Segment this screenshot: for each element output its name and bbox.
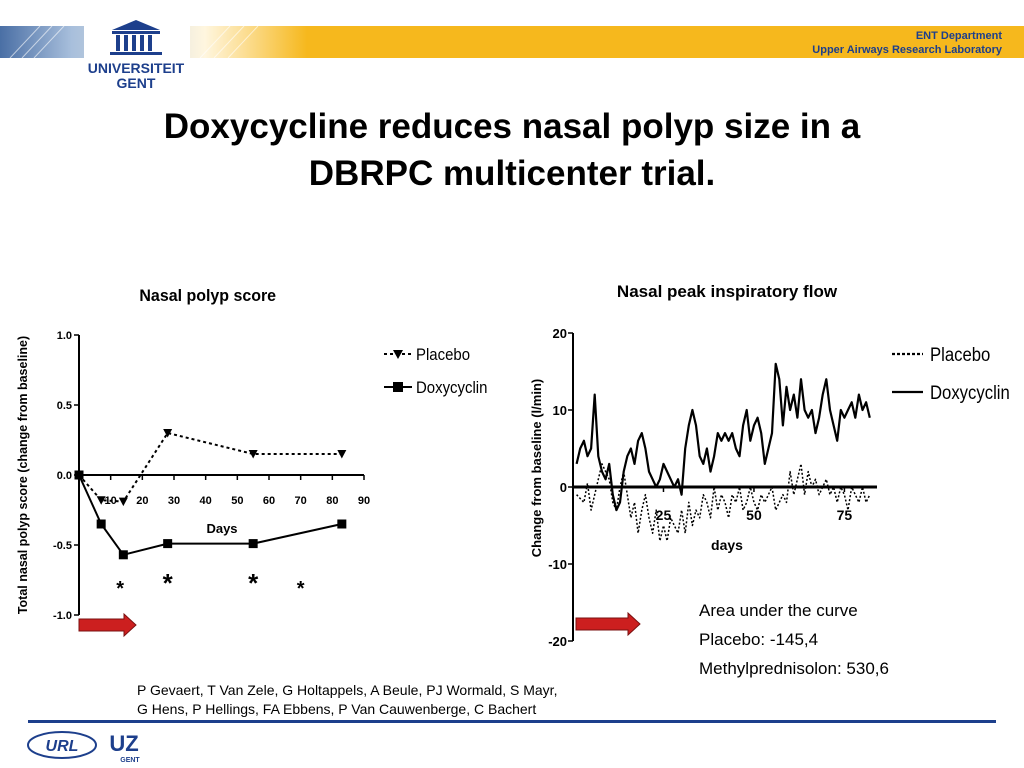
chart1-x-tick-label: 80: [326, 495, 338, 507]
chart1-legend-marker: [393, 350, 403, 359]
chart1-point-placebo: [96, 496, 106, 505]
chart1-x-tick-label: 30: [168, 495, 180, 507]
chart1-point-placebo: [248, 450, 258, 459]
chart2-y-tick-label: 10: [553, 403, 567, 418]
chart2-legend-label: Doxycyclin: [930, 382, 1010, 403]
chart2-x-tick-label: 50: [746, 507, 762, 523]
chart1-point-doxycyclin: [337, 519, 347, 529]
chart1-point-doxycyclin: [118, 550, 128, 560]
department-block: ENT Department Upper Airways Research La…: [812, 29, 1002, 57]
auc-placebo: Placebo: -145,4: [699, 630, 819, 649]
chart2-y-tick-label: -20: [548, 634, 567, 649]
auc-summary: Area under the curve Placebo: -145,4 Met…: [699, 596, 889, 683]
slide-title-line2: DBRPC multicenter trial.: [308, 154, 716, 193]
chart1-x-tick-label: 20: [136, 495, 148, 507]
chart1-x-tick-label: 70: [295, 495, 307, 507]
department-name: ENT Department: [915, 30, 1002, 42]
slide-title-line1: Doxycycline reduces nasal polyp size in …: [163, 107, 861, 146]
chart-nasal-polyp-score: Nasal polyp score Total nasal polyp scor…: [16, 287, 487, 638]
chart2-y-tick-label: -10: [548, 557, 567, 572]
chart1-x-tick-label: 40: [200, 495, 212, 507]
footer-logo-uz-sub: GENT: [120, 757, 140, 764]
chart1-series-line-placebo: [78, 431, 342, 503]
chart1-y-tick-label: -1.0: [53, 610, 72, 622]
footer-logo-url: URL: [46, 738, 79, 755]
auc-heading: Area under the curve: [699, 601, 858, 620]
authors-line1: P Gevaert, T Van Zele, G Holtappels, A B…: [137, 682, 558, 698]
chart1-significance-marker: *: [116, 578, 124, 600]
chart1-significance-marker: *: [248, 568, 259, 598]
chart1-point-doxycyclin: [163, 539, 173, 549]
chart2-xlabel: days: [711, 537, 743, 553]
chart1-series-line-doxycyclin: [78, 474, 343, 556]
building-icon: UNIVERSITEIT GENT: [88, 20, 185, 91]
footer-logo-uz: UZ: [109, 731, 138, 756]
chart1-point-placebo: [118, 497, 128, 507]
chart1-ylabel: Total nasal polyp score (change from bas…: [16, 336, 30, 614]
footer-divider: [28, 720, 996, 723]
chart2-y-tick-label: 0: [560, 480, 567, 495]
chart2-treatment-arrow: [575, 611, 641, 637]
chart1-xlabel: Days: [206, 521, 237, 536]
chart1-x-tick-label: 90: [358, 495, 370, 507]
chart1-y-tick-label: 0.0: [57, 470, 72, 482]
chart1-legend-marker: [393, 382, 403, 392]
slide-title: Doxycycline reduces nasal polyp size in …: [60, 103, 964, 197]
chart1-title: Nasal polyp score: [139, 287, 276, 306]
university-logo: UNIVERSITEIT GENT: [86, 18, 186, 94]
chart1-y-tick-label: -0.5: [53, 540, 72, 552]
chart1-legend-label: Doxycyclin: [416, 379, 487, 397]
chart2-x-tick-label: 25: [656, 507, 672, 523]
chart1-significance-marker: *: [163, 568, 174, 598]
footer-logos: URL UZ GENT: [27, 731, 140, 764]
chart2-series-line-placebo: [576, 463, 871, 542]
chart1-point-doxycyclin: [96, 519, 106, 529]
chart2-title: Nasal peak inspiratory flow: [617, 282, 838, 301]
chart1-legend-label: Placebo: [416, 346, 470, 364]
author-list: P Gevaert, T Van Zele, G Holtappels, A B…: [137, 681, 677, 719]
auc-steroid: Methylprednisolon: 530,6: [699, 659, 889, 678]
laboratory-name: Upper Airways Research Laboratory: [812, 44, 1002, 56]
chart1-point-placebo: [337, 450, 347, 459]
chart1-point-placebo: [163, 429, 173, 438]
university-line1: UNIVERSITEIT: [88, 60, 185, 76]
chart2-y-tick-label: 20: [553, 326, 567, 341]
university-line2: GENT: [117, 75, 156, 91]
chart2-series-line-doxycyclin: [575, 362, 871, 512]
chart1-x-tick-label: 60: [263, 495, 275, 507]
chart-nasal-peak-flow: Nasal peak inspiratory flow Change from …: [529, 282, 1010, 649]
chart1-point-doxycyclin: [248, 539, 258, 549]
chart2-legend-label: Placebo: [930, 344, 990, 365]
chart1-y-tick-label: 0.5: [57, 400, 72, 412]
chart1-x-tick-label: 50: [231, 495, 243, 507]
chart1-y-tick-label: 1.0: [57, 330, 72, 342]
authors-line2: G Hens, P Hellings, FA Ebbens, P Van Cau…: [137, 701, 537, 717]
chart1-significance-marker: *: [297, 578, 305, 600]
chart2-x-tick-label: 75: [837, 507, 853, 523]
chart1-treatment-arrow: [78, 612, 137, 638]
chart1-point-doxycyclin: [74, 470, 84, 480]
chart2-ylabel: Change from baseline (l/min): [529, 379, 544, 557]
